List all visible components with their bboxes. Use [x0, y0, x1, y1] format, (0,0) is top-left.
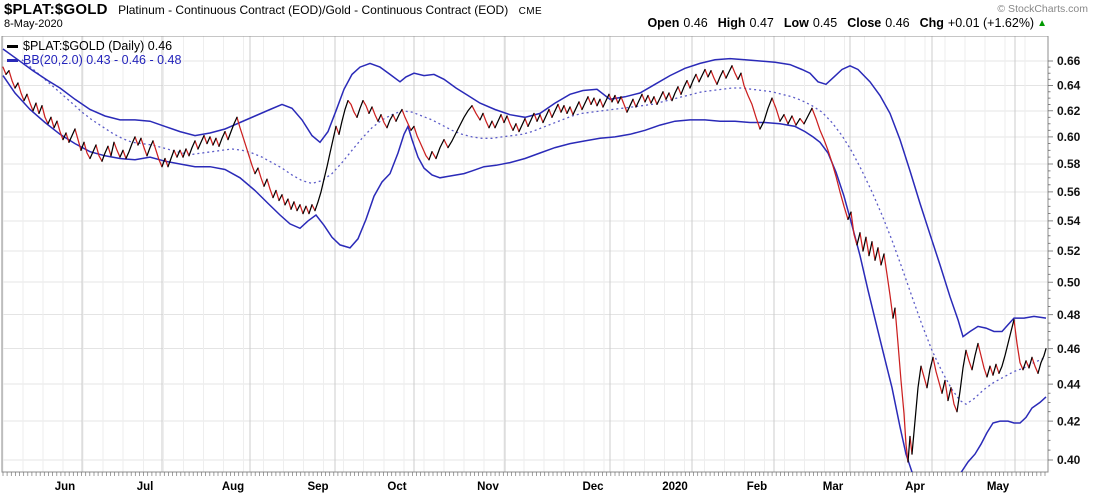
legend-price-label: $PLAT:$GOLD (Daily) 0.46	[23, 39, 173, 53]
y-axis-label: 0.46	[1057, 342, 1081, 356]
x-axis-label: Feb	[747, 481, 767, 493]
high-value: 0.47	[749, 16, 774, 30]
x-axis-label: Sep	[307, 481, 328, 493]
y-axis-label: 0.56	[1057, 185, 1081, 199]
x-axis-label: Apr	[905, 481, 925, 493]
gridlines	[2, 36, 1048, 472]
low-value: 0.45	[812, 16, 838, 30]
x-axis-label: Nov	[477, 481, 499, 493]
bb-lower-line	[2, 75, 1047, 472]
x-axis-label: Oct	[387, 481, 406, 493]
x-axis: Jun Jul Aug Sep Oct Nov Dec 2020 Feb Mar Apr May	[2, 472, 1046, 493]
y-axis-label: 0.42	[1057, 414, 1081, 428]
copyright-label: © StockCharts.com	[997, 3, 1088, 15]
y-axis-label: 0.52	[1057, 244, 1081, 258]
y-axis-label: 0.54	[1057, 214, 1081, 228]
chg-label: Chg	[919, 16, 944, 30]
x-axis-label: 2020	[662, 481, 688, 493]
bb-line-swatch-icon	[7, 59, 18, 63]
y-axis-label: 0.48	[1057, 308, 1081, 322]
y-axis-label: 0.62	[1057, 104, 1081, 118]
legend-price-row: $PLAT:$GOLD (Daily) 0.46	[7, 39, 181, 53]
open-label: Open	[647, 16, 680, 30]
close-value: 0.46	[885, 16, 910, 30]
ticker-description: Platinum - Continuous Contract (EOD)/Gol…	[118, 3, 509, 17]
y-axis-label: 0.50	[1057, 275, 1081, 289]
x-axis-label: Jun	[55, 481, 75, 493]
chg-value: +0.01 (+1.62%)	[947, 16, 1035, 30]
y-axis-label: 0.40	[1057, 453, 1081, 467]
x-axis-label: Jul	[137, 481, 154, 493]
x-axis-label: Dec	[582, 481, 604, 493]
y-axis-label: 0.44	[1057, 377, 1081, 391]
series-lines	[2, 48, 1047, 472]
x-axis-label: Aug	[222, 481, 244, 493]
legend-bollinger-row: BB(20,2.0) 0.43 - 0.46 - 0.48	[7, 53, 181, 67]
bb-middle-line	[21, 59, 1047, 405]
high-label: High	[717, 16, 746, 30]
low-label: Low	[783, 16, 809, 30]
close-label: Close	[847, 16, 882, 30]
chart-header: $PLAT:$GOLD Platinum - Continuous Contra…	[4, 1, 542, 19]
y-axis-label: 0.60	[1057, 130, 1081, 144]
price-chart-canvas: 0.40 0.42 0.44 0.46 0.48 0.50 0.52 0.54 0.56 0.58…	[1, 36, 1081, 493]
change-up-arrow-icon: ▲	[1037, 18, 1047, 29]
y-axis: 0.40 0.42 0.44 0.46 0.48 0.50 0.52 0.54 0.56 0.58…	[1048, 54, 1081, 467]
ohlc-quote-row: Open 0.46 High 0.47 Low 0.45 Close 0.46 Chg +0.01…	[647, 16, 1047, 30]
open-value: 0.46	[683, 16, 708, 30]
y-axis-label: 0.66	[1057, 54, 1081, 68]
price-line-swatch-icon	[7, 45, 18, 49]
bb-upper-line	[2, 48, 1047, 338]
chart-legend: $PLAT:$GOLD (Daily) 0.46 BB(20,2.0) 0.43…	[7, 39, 181, 67]
ticker-symbol: $PLAT:$GOLD	[4, 1, 108, 18]
exchange-label: CME	[518, 6, 543, 17]
price-line-down	[2, 65, 1039, 463]
chart-date: 8-May-2020	[4, 18, 63, 30]
price-line-up	[5, 65, 1047, 463]
y-axis-label: 0.64	[1057, 79, 1081, 93]
x-axis-label: May	[987, 481, 1010, 493]
y-axis-label: 0.58	[1057, 157, 1081, 171]
x-axis-label: Mar	[823, 481, 844, 493]
plot-frame	[1, 36, 1049, 473]
legend-bollinger-label: BB(20,2.0) 0.43 - 0.46 - 0.48	[23, 53, 182, 67]
